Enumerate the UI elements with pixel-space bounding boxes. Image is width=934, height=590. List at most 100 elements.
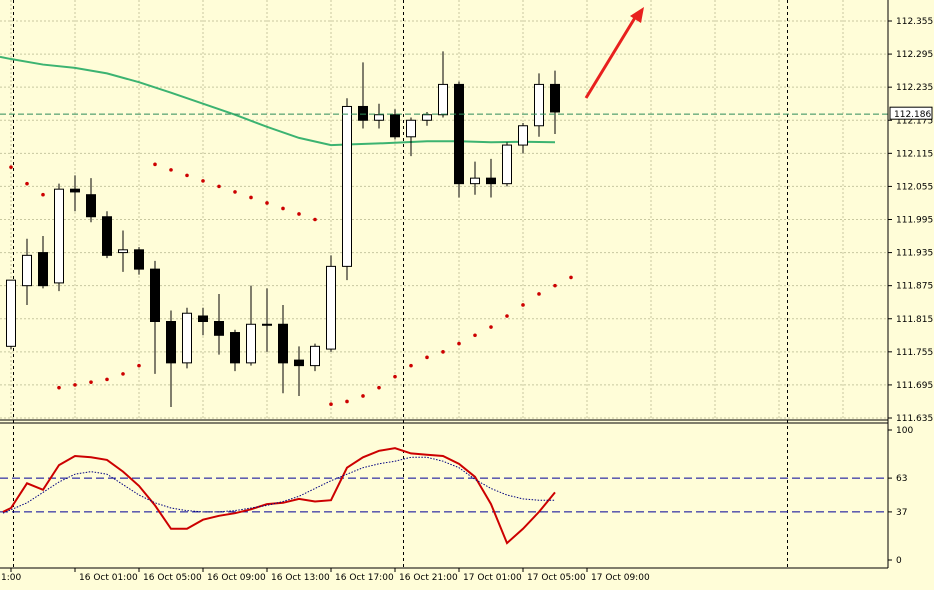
oscillator-tick-label: 0 — [896, 556, 902, 566]
candle — [102, 211, 112, 259]
sar-dot — [105, 377, 109, 382]
sar-dot — [233, 190, 237, 194]
candle — [518, 123, 528, 154]
price-tick-label: 111.755 — [896, 348, 933, 358]
candle-body — [54, 188, 64, 284]
sar-dot — [41, 192, 45, 197]
candle — [550, 70, 560, 135]
time-tick-label: 17 Oct 05:00 — [527, 573, 586, 583]
candle — [470, 161, 480, 195]
candle-body — [278, 323, 288, 364]
time-tick-label: 16 Oct 13:00 — [271, 573, 330, 583]
oscillator-axis: 100 63 37 0 — [888, 426, 913, 566]
candle — [390, 109, 400, 140]
candle-body — [230, 332, 240, 364]
sar-dot — [217, 184, 221, 189]
candle-body — [214, 321, 224, 336]
sar-dot — [137, 363, 141, 368]
price-tick-label: 112.115 — [896, 149, 933, 159]
candle-body — [518, 125, 528, 146]
candle-body — [262, 323, 272, 326]
candle — [22, 238, 32, 305]
sar-dot — [553, 283, 557, 288]
current-price-label: 112.186 — [894, 110, 931, 120]
price-tick-label: 112.235 — [896, 83, 933, 93]
candle-body — [118, 249, 128, 254]
sar-dot — [121, 372, 125, 376]
sar-dot — [537, 292, 541, 296]
price-axis: 112.355 112.295 112.235 112.175 112.115 112.0… — [888, 17, 933, 424]
sar-dot — [249, 195, 253, 200]
candle — [406, 117, 416, 157]
candle-body — [198, 315, 208, 323]
sar-dot — [201, 179, 205, 183]
candle — [502, 142, 512, 187]
sar-dot — [329, 402, 333, 407]
signal-line — [2, 456, 555, 514]
trend-arrow-head — [630, 7, 644, 23]
candle — [38, 236, 48, 289]
sar-dot — [377, 385, 381, 390]
candle — [70, 175, 80, 212]
candle — [150, 260, 160, 374]
candle-body — [390, 114, 400, 138]
candle — [6, 279, 16, 350]
price-tick-label: 111.695 — [896, 381, 933, 391]
sar-dot — [473, 333, 477, 338]
oscillator-panel — [0, 447, 888, 545]
candle-body — [486, 177, 496, 185]
candle-body — [470, 177, 480, 185]
time-tick-label: 17 Oct 09:00 — [591, 573, 650, 583]
candle-body — [422, 114, 432, 121]
candle-body — [358, 105, 368, 121]
trend-arrow — [584, 7, 644, 99]
sar-dot — [313, 217, 317, 222]
sar-dot — [297, 212, 301, 216]
sar-dot — [393, 374, 397, 379]
candle-body — [70, 188, 80, 193]
candle — [182, 307, 192, 369]
candle — [326, 255, 336, 352]
candle — [262, 288, 272, 352]
price-tick-label: 112.295 — [896, 50, 933, 60]
candle — [86, 178, 96, 223]
price-tick-label: 111.935 — [896, 249, 933, 259]
candle-body — [294, 359, 304, 367]
candle — [118, 230, 128, 272]
sar-dot — [345, 399, 349, 404]
candle — [246, 285, 256, 366]
sar-dot — [361, 394, 365, 398]
sar-dot — [441, 350, 445, 354]
candle-body — [166, 321, 176, 364]
time-tick-label: 16 Oct 17:00 — [335, 573, 394, 583]
candle — [438, 51, 448, 118]
candle-body — [454, 83, 464, 185]
oscillator-tick-label: 37 — [896, 508, 907, 518]
candle — [166, 310, 176, 407]
candle-body — [38, 252, 48, 287]
candle — [342, 98, 352, 281]
oscillator-tick-label: 100 — [896, 426, 913, 436]
time-tick-label: 16 Oct 05:00 — [143, 573, 202, 583]
price-tick-label: 112.055 — [896, 182, 933, 192]
candle-body — [534, 83, 544, 127]
price-tick-label: 111.995 — [896, 216, 933, 226]
sar-dot — [409, 363, 413, 368]
sar-dot — [73, 383, 77, 387]
candle — [278, 304, 288, 394]
candle-body — [502, 144, 512, 185]
sar-dot — [489, 325, 493, 329]
candle-body — [342, 105, 352, 267]
oscillator-tick-label: 63 — [896, 474, 907, 484]
candlesticks[interactable] — [6, 51, 560, 407]
candle — [310, 343, 320, 372]
current-price-badge — [889, 106, 933, 120]
price-tick-label: 112.175 — [896, 116, 933, 126]
parabolic-sar-dots — [9, 162, 573, 407]
sar-dot — [185, 173, 189, 178]
sar-dot — [9, 165, 13, 169]
price-tick-label: 111.875 — [896, 282, 933, 292]
price-tick-label: 111.815 — [896, 315, 933, 325]
